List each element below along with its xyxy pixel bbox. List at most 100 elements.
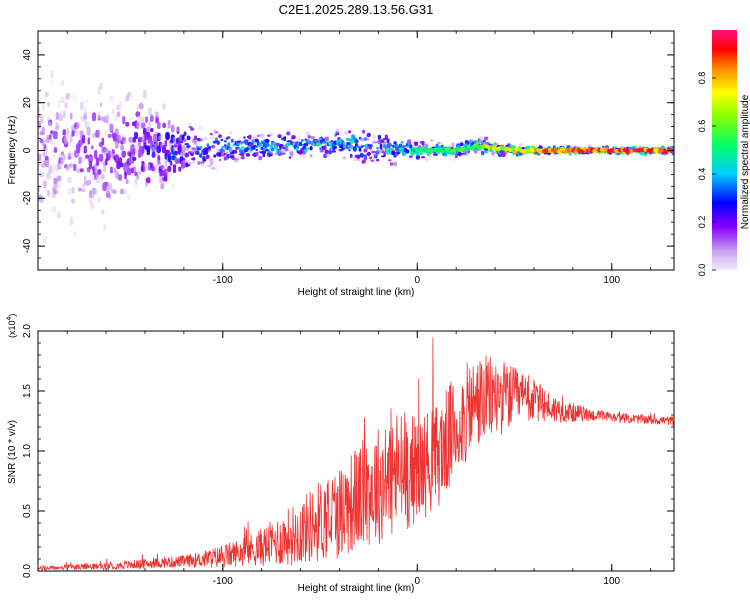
heatmap-cell — [171, 124, 175, 133]
heatmap-cell — [143, 89, 147, 99]
heatmap-cell — [73, 231, 77, 238]
colorbar-tick-label: 0.2 — [697, 216, 707, 229]
heatmap-cell — [162, 122, 166, 128]
y-tick-label: 0.5 — [22, 504, 33, 518]
heatmap-cell — [52, 164, 56, 171]
heatmap-cell — [50, 165, 54, 174]
heatmap-cell — [265, 139, 270, 143]
heatmap-cell — [38, 153, 42, 161]
heatmap-cell — [63, 110, 66, 119]
heatmap-cell — [372, 134, 376, 140]
heatmap-cell — [358, 147, 362, 152]
heatmap-cell — [270, 147, 275, 152]
heatmap-cell — [90, 202, 95, 211]
heatmap-cell — [305, 147, 310, 150]
heatmap-cell — [393, 141, 397, 145]
heatmap-cell — [178, 166, 182, 172]
heatmap-cell — [60, 79, 65, 86]
heatmap-cell — [194, 140, 197, 145]
heatmap-cell — [499, 149, 504, 154]
heatmap-cell — [199, 153, 203, 158]
heatmap-cell — [140, 122, 146, 129]
heatmap-cell — [240, 141, 245, 144]
heatmap-cell — [71, 152, 75, 159]
heatmap-cell — [55, 122, 59, 128]
heatmap-cell — [216, 140, 220, 145]
heatmap-cell — [334, 146, 338, 149]
heatmap-cell — [41, 160, 46, 168]
heatmap-cell — [188, 122, 192, 126]
heatmap-cell — [228, 149, 233, 153]
heatmap-cell — [83, 115, 88, 121]
heatmap-cell — [227, 136, 231, 139]
heatmap-cell — [200, 138, 205, 141]
heatmap-cell — [392, 144, 395, 148]
heatmap-cell — [342, 156, 346, 160]
heatmap-cell — [214, 131, 219, 134]
heatmap-cell — [65, 93, 70, 100]
heatmap-cell — [73, 163, 77, 171]
heatmap-cell — [63, 140, 69, 148]
heatmap-cell — [164, 173, 168, 182]
heatmap-cell — [184, 152, 189, 158]
heatmap-cell — [193, 137, 198, 141]
heatmap-cell — [162, 103, 166, 110]
heatmap-cell — [192, 157, 196, 161]
heatmap-cell — [424, 143, 429, 147]
heatmap-cell — [328, 147, 332, 152]
heatmap-cell — [55, 185, 59, 194]
heatmap-cell — [129, 115, 133, 121]
heatmap-cell — [160, 170, 165, 177]
heatmap-cell — [421, 156, 426, 159]
heatmap-cell — [41, 127, 45, 135]
heatmap-cell — [50, 70, 54, 78]
spectrogram-panel: -100 0 100 -40 -20 0 20 40 Height of straight … — [7, 30, 675, 298]
heatmap-cell — [62, 154, 66, 161]
heatmap-cell — [114, 128, 119, 136]
heatmap-cell — [62, 129, 67, 136]
heatmap-cell — [181, 145, 186, 154]
heatmap-cell — [216, 132, 221, 135]
heatmap-cell — [47, 102, 50, 107]
heatmap-cell — [444, 152, 448, 157]
heatmap-cell — [227, 142, 231, 147]
heatmap-cell — [88, 198, 93, 204]
heatmap-cell — [53, 177, 58, 184]
heatmap-cell — [359, 152, 364, 158]
heatmap-cell — [97, 197, 101, 203]
snr-x-label: Height of straight line (km) — [298, 583, 415, 594]
heatmap-cell — [197, 161, 201, 165]
heatmap-cell — [151, 152, 156, 158]
heatmap-cell — [261, 141, 266, 145]
heatmap-cell — [431, 146, 436, 149]
heatmap-cell — [134, 144, 138, 153]
heatmap-cell — [78, 157, 82, 165]
heatmap-cell — [90, 145, 94, 150]
heatmap-cell — [141, 146, 145, 154]
heatmap-cell — [183, 139, 187, 143]
heatmap-cell — [238, 149, 244, 153]
heatmap-cell — [328, 151, 332, 155]
heatmap-cell — [221, 145, 226, 149]
heatmap-cell — [286, 131, 291, 136]
heatmap-cell — [82, 183, 85, 188]
heatmap-cell — [103, 115, 109, 124]
heatmap-cell — [60, 151, 64, 156]
heatmap-cell — [192, 160, 196, 165]
heatmap-cell — [291, 135, 296, 140]
heatmap-cell — [97, 111, 102, 119]
heatmap-cell — [199, 145, 203, 150]
snr-panel: -100 0 100 0.0 0.5 1.0 1.5 2.0 Height of strai… — [6, 314, 675, 594]
heatmap-cell — [160, 183, 165, 190]
heatmap-cell — [478, 136, 484, 141]
heatmap-cell — [58, 157, 63, 165]
heatmap-cell — [320, 136, 323, 139]
y-tick-label: 1.5 — [22, 384, 33, 398]
snr-line — [38, 337, 674, 571]
heatmap-cell — [134, 131, 138, 140]
heatmap-cell — [97, 169, 102, 175]
heatmap-cell — [277, 134, 282, 138]
heatmap-cell — [85, 98, 89, 104]
heatmap-cell — [430, 139, 434, 142]
heatmap-cell — [116, 104, 121, 111]
